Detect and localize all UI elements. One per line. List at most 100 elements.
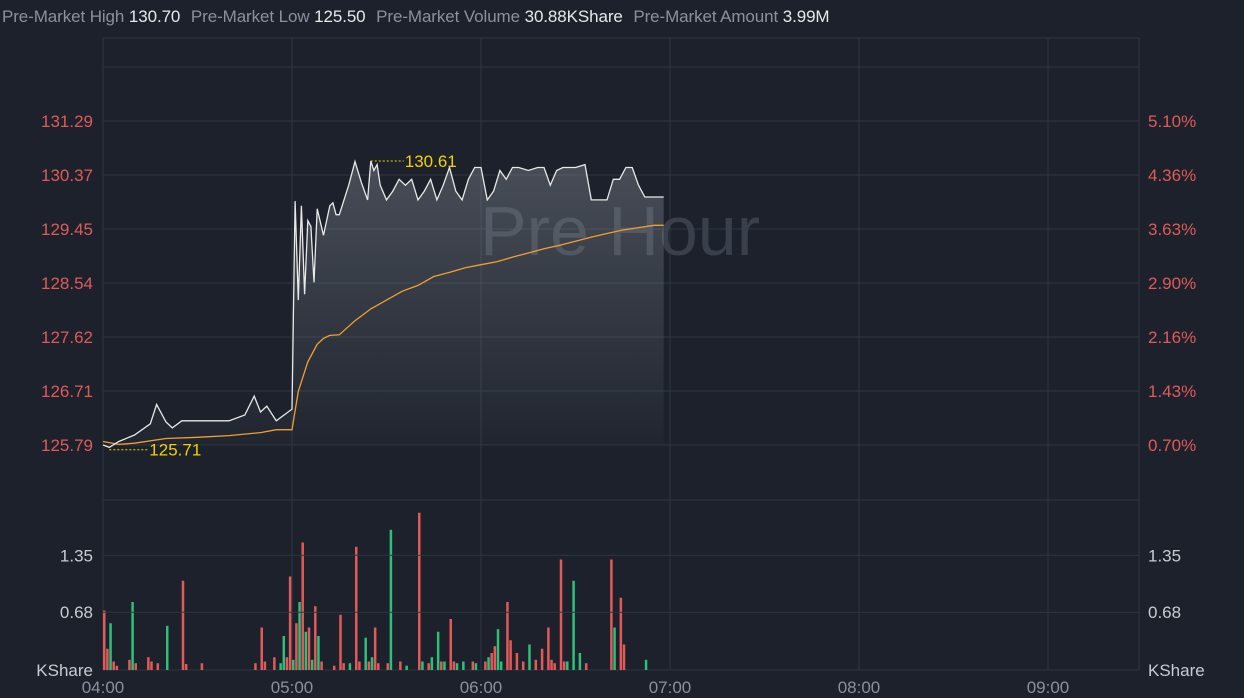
- high-marker-label: 130.61: [405, 152, 457, 171]
- volume-bar: [307, 627, 311, 670]
- volume-bar: [553, 663, 556, 670]
- percent-tick-label: 5.10%: [1148, 112, 1196, 131]
- stat-value-high: 130.70: [128, 7, 181, 26]
- volume-bar: [440, 661, 443, 670]
- percent-tick-label: 1.43%: [1148, 382, 1196, 401]
- volume-bar: [128, 659, 131, 670]
- percent-tick-label: 2.16%: [1148, 328, 1196, 347]
- price-tick-label: 126.71: [41, 382, 93, 401]
- volume-bar: [342, 663, 345, 670]
- volume-bar: [377, 663, 380, 670]
- volume-bar: [578, 653, 582, 670]
- volume-bar: [490, 653, 493, 670]
- volume-bar: [613, 627, 616, 670]
- volume-bar: [521, 661, 525, 670]
- volume-bar: [184, 664, 188, 670]
- volume-tick-label: 1.35: [60, 546, 93, 565]
- volume-bar: [358, 661, 361, 670]
- volume-bar: [166, 625, 169, 670]
- volume-bar: [540, 648, 544, 670]
- volume-bar: [279, 663, 282, 670]
- volume-bar: [399, 661, 402, 670]
- time-tick-label: 08:00: [838, 678, 881, 697]
- volume-unit-label: KShare: [36, 661, 93, 680]
- time-tick-label: 04:00: [82, 678, 125, 697]
- volume-bar: [292, 659, 295, 670]
- volume-bar: [339, 614, 342, 670]
- stat-label-volume: Pre-Market Volume: [376, 7, 520, 26]
- volume-bar: [619, 597, 623, 670]
- time-tick-label: 05:00: [271, 678, 314, 697]
- volume-bar: [443, 661, 446, 670]
- average-price-line: [102, 224, 664, 446]
- volume-bar: [260, 627, 263, 670]
- volume-bar: [405, 665, 408, 670]
- volume-bar: [449, 619, 452, 670]
- volume-bar: [622, 644, 626, 670]
- stat-label-amount: Pre-Market Amount: [633, 7, 779, 26]
- volume-bar: [254, 663, 257, 670]
- volume-bar: [320, 661, 323, 670]
- volume-bar: [298, 602, 301, 670]
- volume-bar: [301, 542, 304, 670]
- volume-bar: [355, 546, 358, 670]
- volume-bar: [418, 512, 421, 670]
- volume-tick-label: 0.68: [60, 603, 93, 622]
- volume-bar: [373, 627, 377, 670]
- volume-bar: [452, 661, 456, 670]
- volume-bar: [200, 663, 204, 670]
- volume-bar: [509, 640, 512, 670]
- volume-bar: [112, 661, 115, 670]
- stat-value-amount: 3.99M: [782, 7, 830, 26]
- volume-tick-label: 1.35: [1148, 546, 1181, 565]
- volume-bar: [282, 636, 286, 670]
- volume-bar: [547, 627, 550, 670]
- volume-bar: [364, 637, 367, 670]
- volume-tick-label: 0.68: [1148, 603, 1181, 622]
- volume-bar: [462, 661, 465, 670]
- volume-bar: [562, 661, 566, 670]
- volume-bar: [295, 623, 298, 670]
- volume-bar: [572, 580, 575, 670]
- volume-bar: [367, 661, 371, 670]
- volume-bar: [181, 580, 185, 670]
- volume-bar: [348, 663, 352, 670]
- price-tick-label: 125.79: [41, 436, 93, 455]
- percent-tick-label: 4.36%: [1148, 166, 1196, 185]
- premarket-stats: Pre-Market High 130.70 Pre-Market Low 12…: [2, 7, 836, 27]
- volume-bar: [559, 559, 563, 670]
- price-tick-label: 131.29: [41, 112, 93, 131]
- volume-bar: [131, 602, 134, 670]
- price-line: [102, 159, 664, 449]
- volume-bar: [436, 631, 440, 670]
- percent-tick-label: 3.63%: [1148, 220, 1196, 239]
- volume-bar: [550, 659, 553, 670]
- volume-bar: [471, 661, 475, 670]
- volume-bar: [455, 663, 459, 670]
- volume-bar: [528, 644, 531, 670]
- stat-value-volume: 30.88KShare: [524, 7, 623, 26]
- volume-bar: [386, 663, 389, 670]
- price-tick-label: 128.54: [41, 274, 93, 293]
- time-tick-label: 06:00: [460, 678, 503, 697]
- volume-bar: [263, 661, 267, 670]
- volume-bar: [427, 663, 430, 670]
- volume-bar: [273, 657, 276, 670]
- volume-bar: [584, 663, 588, 670]
- volume-bar: [106, 648, 109, 670]
- volume-unit-label: KShare: [1148, 661, 1205, 680]
- volume-bar: [487, 657, 490, 670]
- volume-bar: [156, 663, 160, 670]
- volume-bar: [610, 559, 613, 670]
- volume-bar: [147, 657, 150, 670]
- volume-bar: [506, 602, 509, 670]
- volume-bar: [566, 661, 569, 670]
- volume-bar: [484, 661, 487, 670]
- volume-bar: [317, 636, 320, 670]
- time-tick-label: 07:00: [649, 678, 692, 697]
- volume-bar: [534, 659, 538, 670]
- price-area: [103, 161, 664, 448]
- volume-bar: [304, 631, 308, 670]
- volume-bar: [474, 663, 478, 670]
